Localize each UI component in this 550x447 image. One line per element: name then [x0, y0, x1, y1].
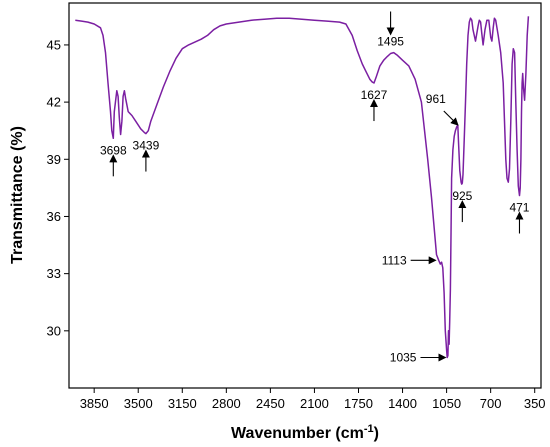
x-tick-label: 2100	[300, 396, 329, 411]
x-tick-label: 1750	[344, 396, 373, 411]
annotation-label: 1627	[361, 88, 388, 102]
spectrum-line	[75, 16, 530, 359]
y-axis-title: Transmittance (%)	[9, 126, 26, 264]
x-tick-label: 1050	[432, 396, 461, 411]
x-tick-label: 3500	[124, 396, 153, 411]
peak-annotations: 3698 3439 1627 1495 961 925 471 1113 1035	[100, 11, 530, 365]
annotation-label: 1035	[390, 351, 417, 365]
x-tick-label: 2450	[256, 396, 285, 411]
x-tick-label: 1400	[388, 396, 417, 411]
annotation-label: 3439	[133, 139, 160, 153]
plot-frame	[68, 2, 542, 389]
x-axis-title-superscript: -1	[364, 423, 374, 435]
x-tick-label: 3150	[168, 396, 197, 411]
annotation-label: 3698	[100, 143, 127, 157]
y-tick-label: 39	[47, 152, 61, 167]
annotation-label: 925	[452, 189, 472, 203]
y-tick-label: 45	[47, 37, 61, 52]
annotation-label: 1113	[382, 253, 407, 267]
annotation-arrow	[443, 110, 459, 126]
x-tick-label: 2800	[212, 396, 241, 411]
x-axis-title-main: Wavenumber (cm	[231, 425, 364, 442]
y-tick-label: 30	[47, 323, 61, 338]
y-tick-label: 36	[47, 209, 61, 224]
y-axis: 30 33 36 39 42 45	[47, 37, 69, 338]
x-axis-title: Wavenumber (cm-1)	[231, 423, 379, 442]
annotation-label: 1495	[377, 35, 404, 49]
annotation-label: 961	[426, 92, 446, 106]
x-tick-label: 3850	[80, 396, 109, 411]
x-axis-title-close: )	[374, 425, 379, 442]
y-tick-label: 42	[47, 95, 61, 110]
x-tick-label: 350	[524, 396, 546, 411]
annotation-label: 471	[509, 201, 529, 215]
x-axis: 3850 3500 3150 2800 2450 2100 1750 1400 1050 700 3…	[80, 388, 546, 411]
y-tick-label: 33	[47, 266, 61, 281]
x-tick-label: 700	[480, 396, 502, 411]
